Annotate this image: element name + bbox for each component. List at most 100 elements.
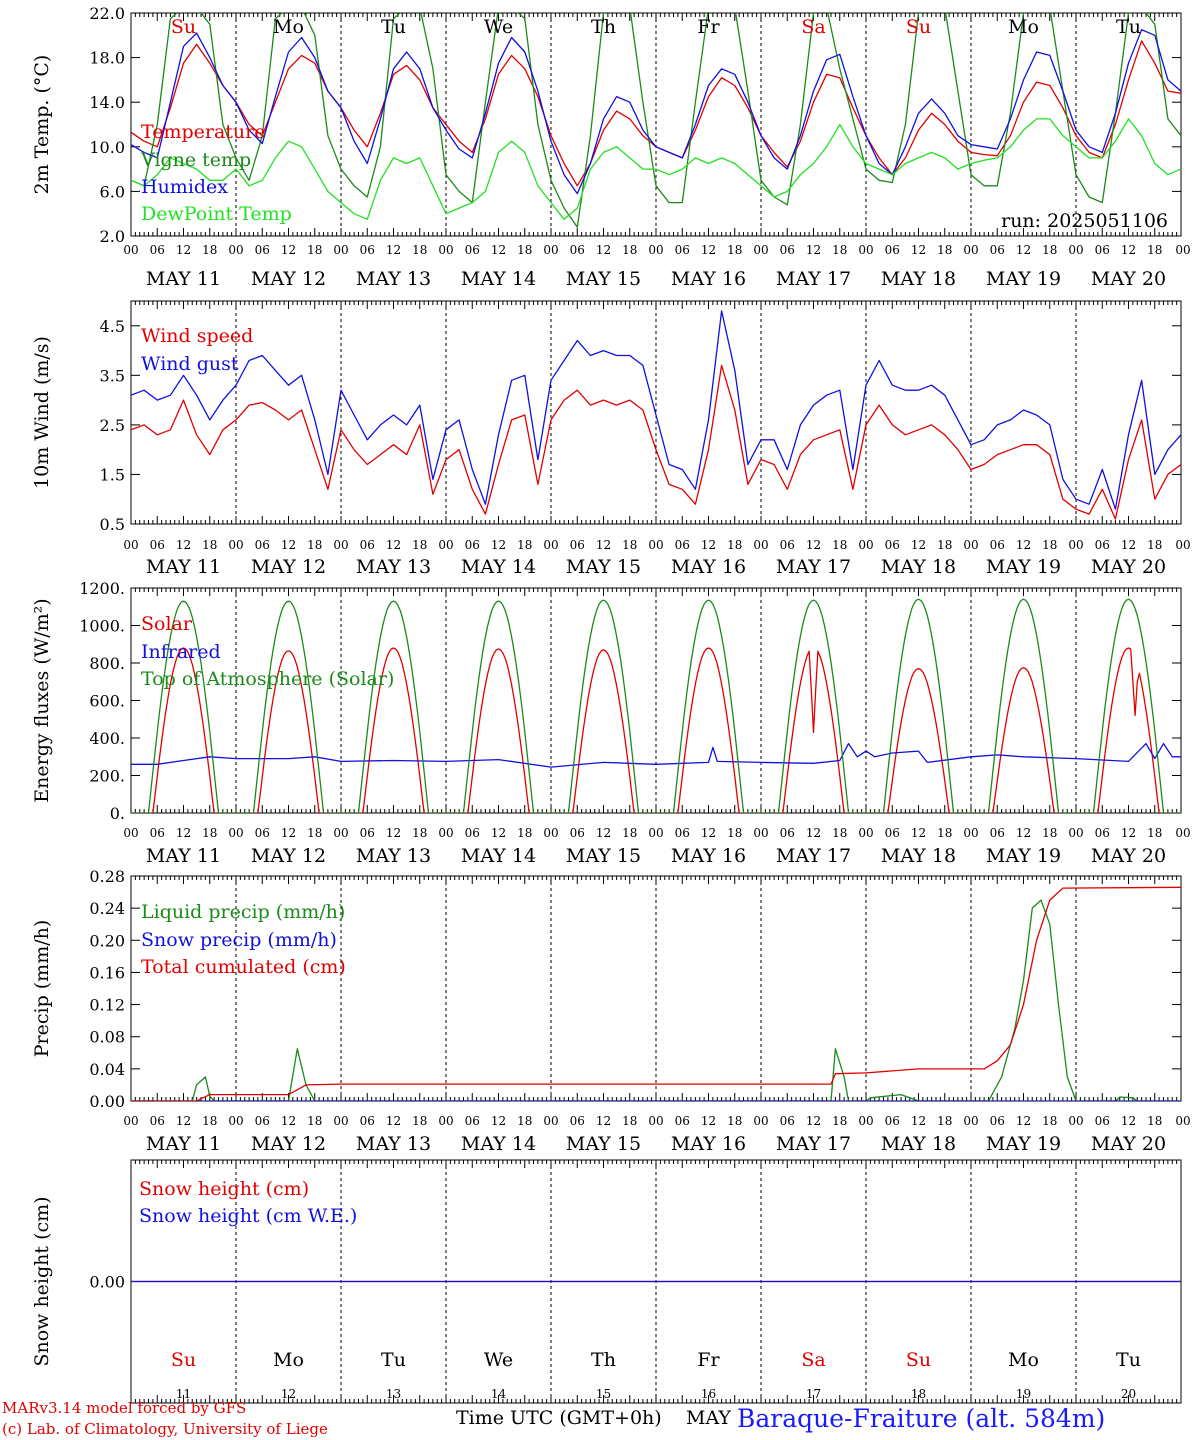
y-tick-label: 0.16: [89, 963, 125, 982]
hour-tick-label: 18: [622, 538, 637, 552]
total-cumulated-cm-line: [131, 886, 1181, 1101]
date-label: MAY 12: [251, 556, 326, 578]
hour-tick-label: 12: [1121, 826, 1136, 840]
weekday-label: Sa: [801, 16, 825, 38]
infrared-line: [131, 742, 1181, 768]
hour-tick-label: 18: [202, 538, 217, 552]
hour-tick-label: 00: [858, 826, 873, 840]
legend-top-of-atmosphere-solar: Top of Atmosphere (Solar): [141, 668, 394, 690]
y-tick-label: 6.0: [100, 182, 125, 201]
panel-1: 22.0 18.0 14.0 10.0 6.0 2.0 2m Temp. (°C) 00 06 1…: [31, 4, 1191, 290]
hour-tick-label: 00: [1175, 538, 1190, 552]
hour-tick-label: 06: [990, 826, 1005, 840]
panel-4: 0.28 0.24 0.20 0.16 0.12 0.08 0.04 0.00 Precip (…: [31, 867, 1191, 1155]
hour-tick-label: 00: [1068, 826, 1083, 840]
y-axis-label: Snow height (cm): [31, 1196, 53, 1366]
y-tick-label: 14.0: [89, 93, 125, 112]
hour-tick-label: 12: [281, 538, 296, 552]
date-label: MAY 16: [671, 268, 746, 290]
date-label: MAY 18: [881, 556, 956, 578]
hour-tick-label: 06: [1095, 538, 1110, 552]
hour-tick-label: 00: [438, 538, 453, 552]
date-label: MAY 18: [881, 845, 956, 867]
date-label: MAY 12: [251, 1133, 326, 1155]
hour-tick-label: 12: [176, 538, 191, 552]
y-axis-label: Energy fluxes (W/m²): [31, 598, 53, 802]
weekday-label: Su: [171, 16, 196, 38]
legend-snow-height-cm: Snow height (cm): [139, 1178, 309, 1200]
hour-tick-label: 06: [780, 243, 795, 257]
hour-tick-label: 12: [1016, 1114, 1031, 1128]
hour-tick-label: 06: [885, 538, 900, 552]
date-label: MAY 13: [356, 845, 431, 867]
hour-tick-label: 00: [228, 1114, 243, 1128]
hour-tick-label: 12: [911, 1114, 926, 1128]
hour-tick-label: 18: [832, 826, 847, 840]
legend-solar: Solar: [141, 613, 193, 635]
date-label: MAY 17: [776, 556, 851, 578]
hour-tick-label: 12: [701, 1114, 716, 1128]
hour-tick-label: 06: [780, 826, 795, 840]
date-label: MAY 20: [1091, 845, 1166, 867]
hour-tick-label: 06: [990, 538, 1005, 552]
hour-tick-label: 06: [780, 1114, 795, 1128]
y-tick-label: 2.0: [100, 227, 125, 246]
weekday-label: Su: [171, 1349, 196, 1371]
date-label: MAY 13: [356, 1133, 431, 1155]
hour-tick-label: 00: [963, 538, 978, 552]
hour-tick-label: 12: [596, 826, 611, 840]
hour-tick-label: 06: [1095, 826, 1110, 840]
hour-tick-label: 00: [123, 538, 138, 552]
weekday-label: Fr: [697, 1349, 720, 1371]
hour-tick-label: 12: [911, 538, 926, 552]
y-tick-label: 4.5: [100, 317, 125, 336]
copyright-credit: (c) Lab. of Climatology, University of L…: [2, 1420, 328, 1438]
hour-tick-label: 12: [386, 1114, 401, 1128]
date-label: MAY 19: [986, 845, 1061, 867]
hour-tick-label: 00: [228, 826, 243, 840]
hour-tick-label: 12: [1016, 826, 1031, 840]
hour-tick-label: 00: [1175, 1114, 1190, 1128]
hour-tick-label: 06: [1095, 1114, 1110, 1128]
hour-tick-label: 00: [648, 1114, 663, 1128]
wind-speed-line: [131, 364, 1181, 520]
panel-2: 4.5 3.5 2.5 1.5 0.5 10m Wind (m/s) 00 06 12 18 00 0…: [31, 300, 1191, 578]
y-tick-label: 800.: [89, 654, 125, 673]
hour-tick-label: 12: [911, 243, 926, 257]
hour-tick-label: 00: [333, 1114, 348, 1128]
hour-tick-label: 18: [1042, 243, 1057, 257]
day-number-label: 13: [386, 1387, 401, 1401]
day-number-label: 18: [911, 1387, 926, 1401]
date-label: MAY 17: [776, 1133, 851, 1155]
hour-tick-label: 18: [1147, 243, 1162, 257]
date-label: MAY 19: [986, 268, 1061, 290]
date-label: MAY 16: [671, 845, 746, 867]
plot-frame: [130, 587, 1182, 814]
run-label: run: 2025051106: [1001, 210, 1168, 232]
hour-tick-label: 18: [517, 826, 532, 840]
hour-tick-label: 18: [1147, 826, 1162, 840]
hour-tick-label: 06: [465, 1114, 480, 1128]
date-label: MAY 12: [251, 845, 326, 867]
legend-liquid-precip-mm-h: Liquid precip (mm/h): [141, 901, 345, 923]
hour-tick-label: 12: [176, 1114, 191, 1128]
date-label: MAY 17: [776, 845, 851, 867]
hour-tick-label: 06: [570, 826, 585, 840]
hour-tick-label: 06: [255, 826, 270, 840]
date-label: MAY 11: [146, 268, 221, 290]
top-of-atmosphere-solar-line: [131, 598, 1181, 813]
hour-tick-label: 06: [360, 243, 375, 257]
hour-tick-label: 00: [753, 826, 768, 840]
hour-tick-label: 00: [333, 538, 348, 552]
month-label: MAY: [686, 1407, 731, 1429]
y-axis-label: 10m Wind (m/s): [31, 336, 53, 489]
date-label: MAY 15: [566, 1133, 641, 1155]
hour-tick-label: 18: [202, 243, 217, 257]
hour-tick-label: 12: [1016, 538, 1031, 552]
hour-tick-label: 06: [465, 826, 480, 840]
vigne-temp-line: [131, 13, 1181, 228]
date-label: MAY 16: [671, 556, 746, 578]
hour-tick-label: 06: [570, 243, 585, 257]
y-tick-label: 0.00: [89, 1273, 125, 1292]
hour-tick-label: 00: [753, 538, 768, 552]
